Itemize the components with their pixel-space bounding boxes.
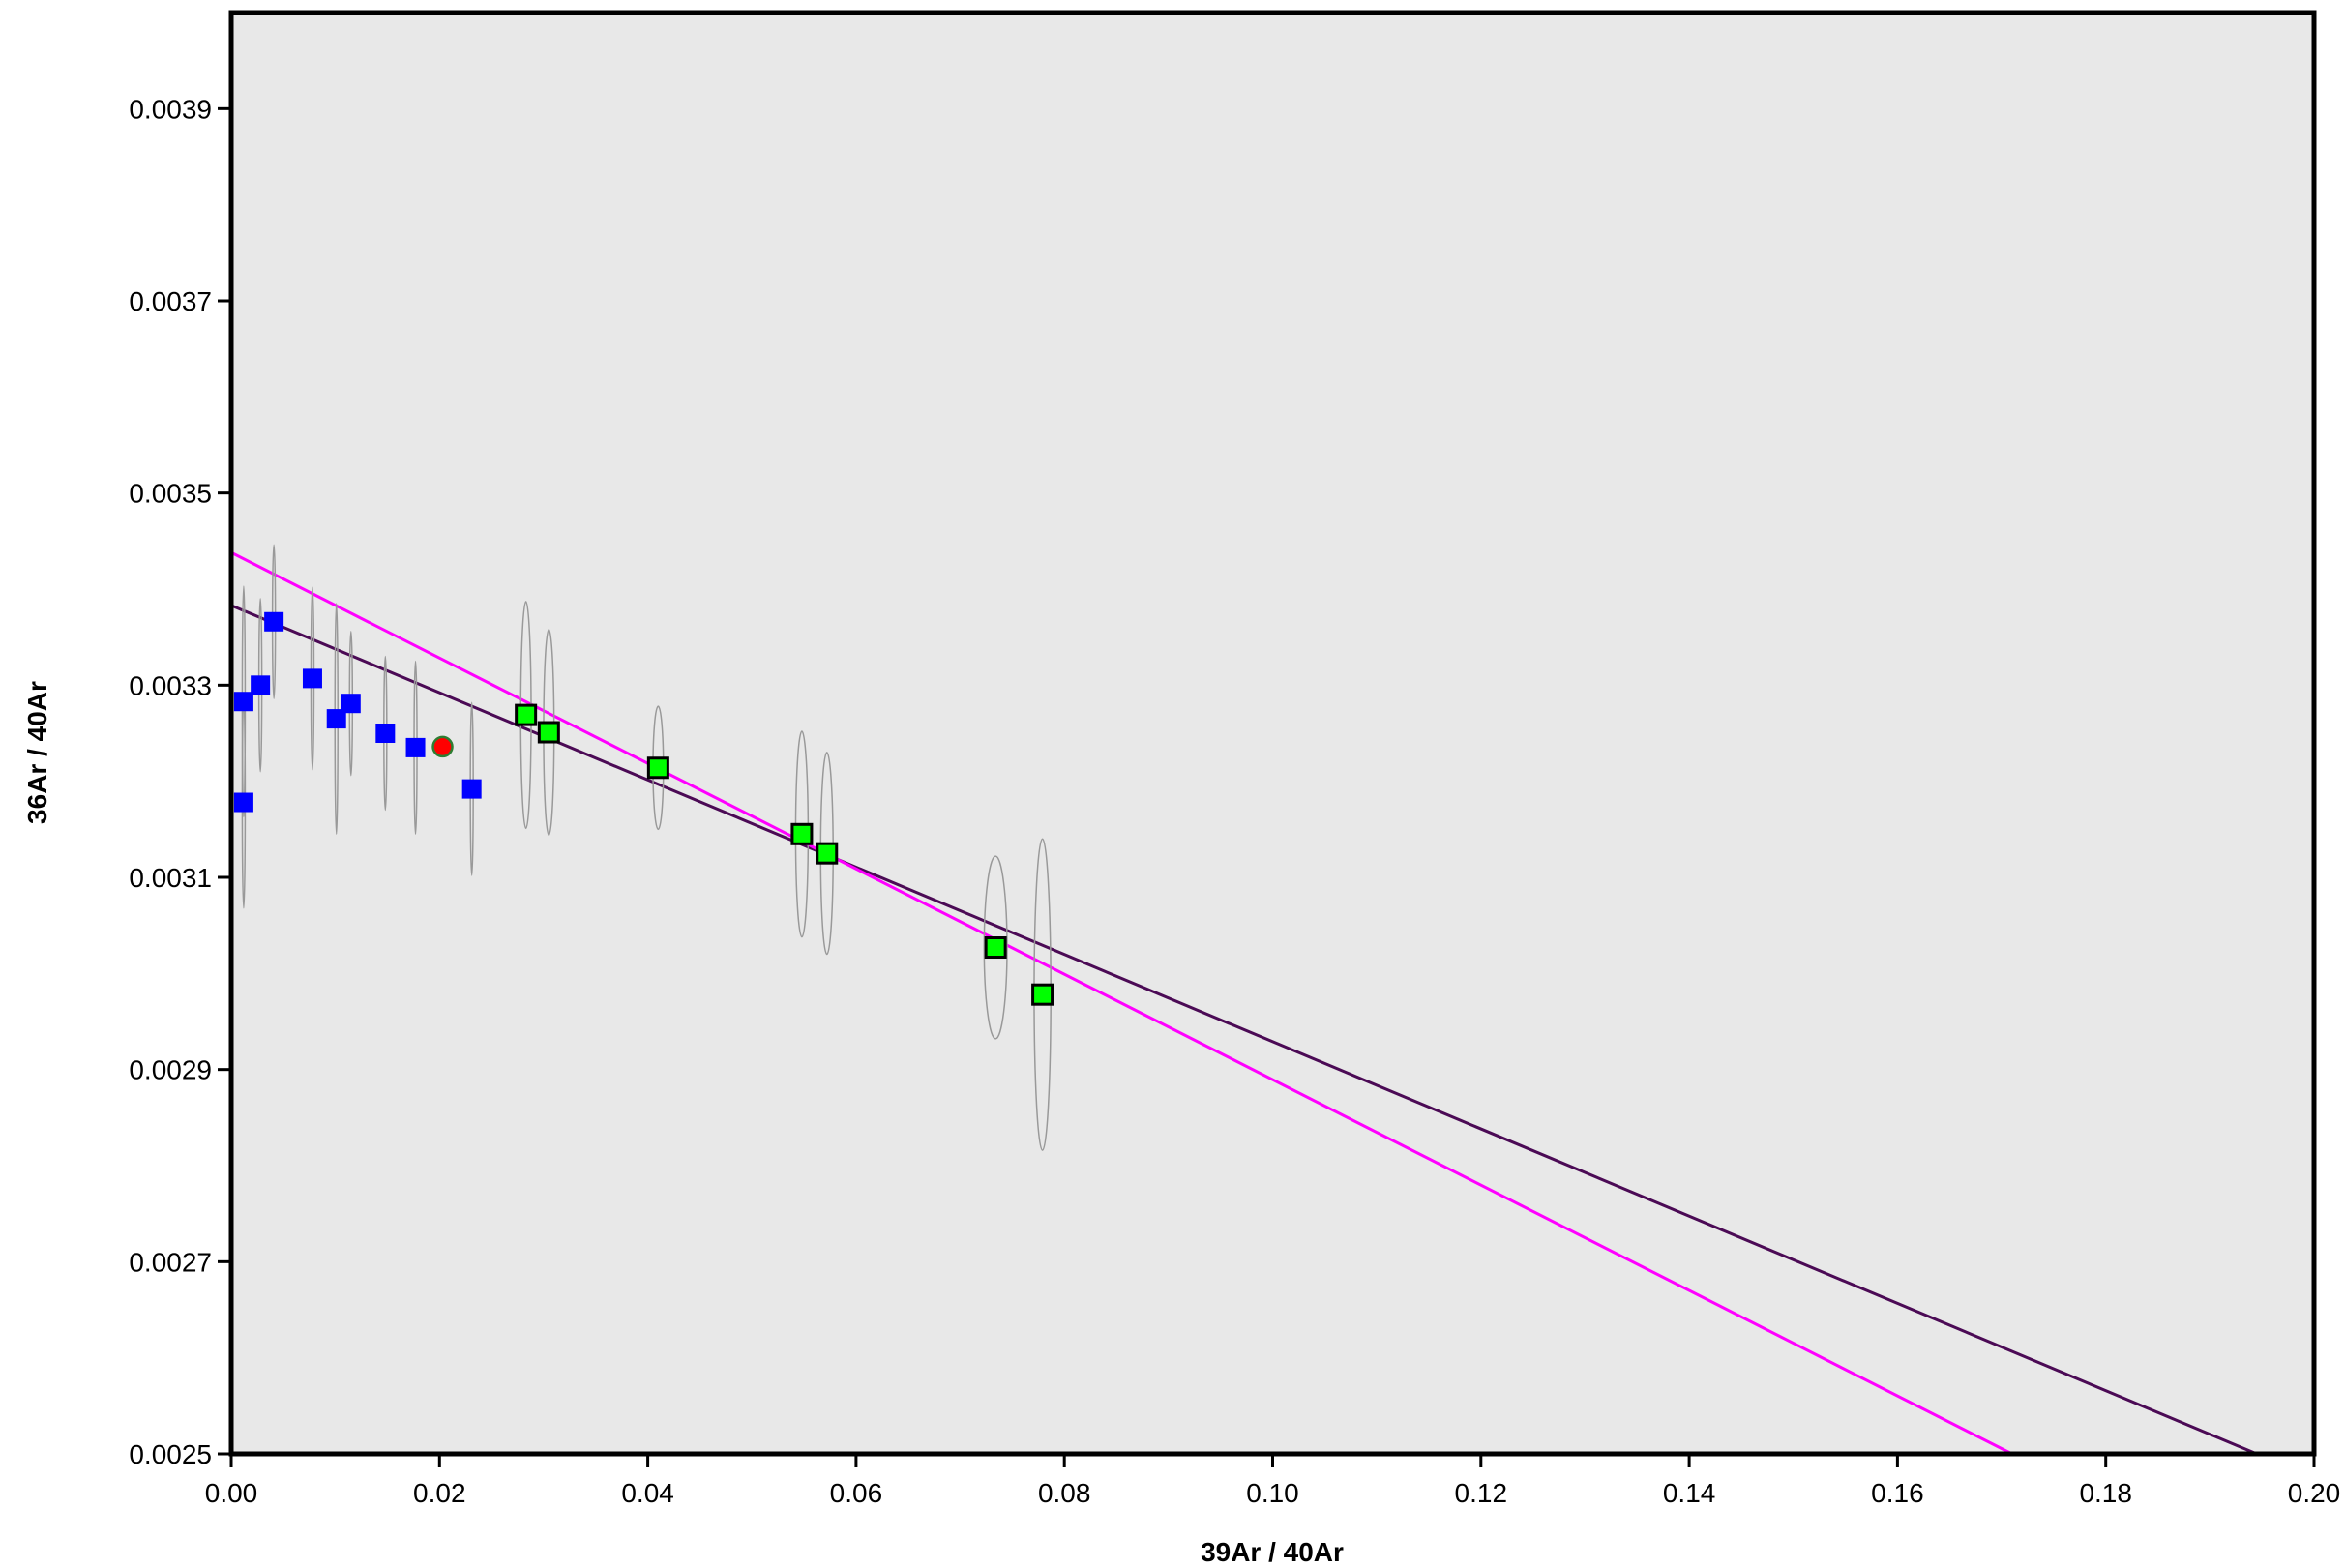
- y-tick-label: 0.0027: [129, 1247, 212, 1277]
- x-tick-label: 0.10: [1246, 1478, 1299, 1508]
- x-tick-label: 0.20: [2288, 1478, 2341, 1508]
- excluded-step-point: [405, 737, 426, 757]
- excluded-step-point: [233, 692, 253, 712]
- x-tick-label: 0.18: [2079, 1478, 2132, 1508]
- data-points: [233, 611, 1054, 1006]
- x-tick-label: 0.14: [1663, 1478, 1716, 1508]
- y-axis: 0.0025 0.0027 0.0029 0.0031 0.0033 0.0035 0.00…: [129, 94, 231, 1469]
- y-tick-label: 0.0035: [129, 479, 212, 509]
- y-tick-label: 0.0039: [129, 94, 212, 124]
- y-tick-label: 0.0025: [129, 1439, 212, 1469]
- x-axis: 0.00 0.02 0.04 0.06 0.08 0.10 0.12 0.14 0.16 0.18…: [205, 1454, 2341, 1508]
- regression-lines: [231, 550, 2258, 1454]
- y-tick-label: 0.0033: [129, 670, 212, 700]
- excluded-step-point: [264, 611, 284, 632]
- x-tick-label: 0.12: [1455, 1478, 1508, 1508]
- fit-line: [231, 550, 2013, 1454]
- y-tick-label: 0.0037: [129, 286, 212, 316]
- x-tick-label: 0.00: [205, 1478, 258, 1508]
- x-tick-label: 0.06: [830, 1478, 883, 1508]
- y-tick-label: 0.0029: [129, 1055, 212, 1085]
- excluded-step-point: [375, 724, 396, 743]
- excluded-step-point: [341, 694, 361, 714]
- x-tick-label: 0.02: [413, 1478, 466, 1508]
- included-step-point: [816, 842, 839, 865]
- included-step-point: [984, 936, 1007, 960]
- error-ellipse: [983, 855, 1008, 1040]
- x-tick-label: 0.04: [621, 1478, 674, 1508]
- excluded-step-point: [461, 779, 482, 799]
- x-tick-label: 0.16: [1871, 1478, 1924, 1508]
- plot-area: [231, 13, 2314, 1454]
- included-step-point: [1031, 983, 1054, 1006]
- x-tick-label: 0.08: [1038, 1478, 1091, 1508]
- x-axis-label: 39Ar / 40Ar: [1201, 1537, 1344, 1567]
- included-step-point: [646, 756, 669, 780]
- y-tick-label: 0.0031: [129, 863, 212, 893]
- included-step-point: [537, 721, 560, 744]
- excluded-step-point: [326, 709, 346, 729]
- excluded-step-point: [251, 675, 271, 695]
- included-step-point: [515, 703, 538, 726]
- included-step-point: [790, 822, 814, 845]
- highlight-point: [431, 735, 454, 758]
- excluded-step-point: [233, 792, 253, 813]
- excluded-step-point: [302, 668, 322, 689]
- y-axis-label: 36Ar / 40Ar: [22, 681, 52, 824]
- fit-line: [231, 604, 2258, 1454]
